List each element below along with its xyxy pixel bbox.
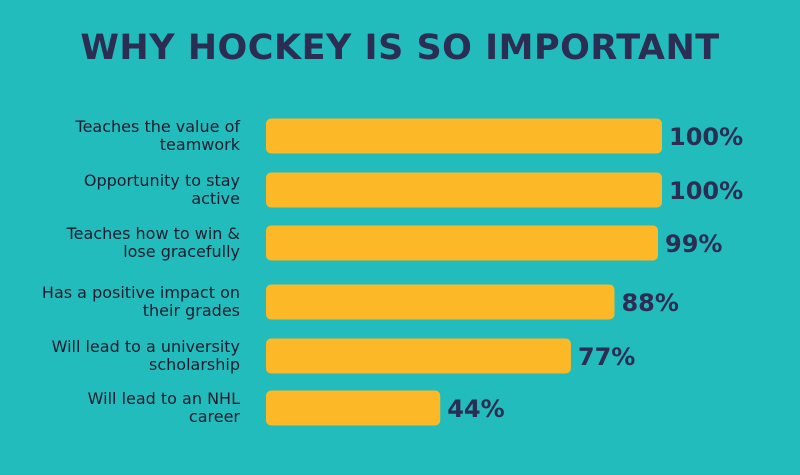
category-label-1-line-0: Opportunity to stay — [84, 171, 240, 190]
value-label-0: 100% — [669, 123, 743, 151]
value-label-2: 99% — [665, 230, 722, 258]
bar-1 — [266, 172, 662, 208]
category-label-4-line-1: scholarship — [149, 355, 240, 374]
category-label-0-line-1: teamwork — [160, 135, 241, 154]
category-label-5-line-1: career — [189, 407, 241, 426]
category-label-2-line-1: lose gracefully — [123, 242, 240, 261]
value-label-5: 44% — [447, 395, 504, 423]
value-label-3: 88% — [621, 289, 678, 317]
bar-0 — [266, 118, 662, 154]
value-label-4: 77% — [578, 343, 635, 371]
bar-3 — [266, 284, 615, 320]
category-label-0-line-0: Teaches the value of — [75, 117, 241, 136]
category-label-4-line-0: Will lead to a university — [52, 337, 240, 356]
category-label-5-line-0: Will lead to an NHL — [88, 389, 240, 408]
bar-5 — [266, 390, 441, 426]
category-label-3-line-1: their grades — [143, 301, 240, 320]
category-label-2-line-0: Teaches how to win & — [66, 224, 240, 243]
bar-4 — [266, 338, 571, 374]
category-label-1-line-1: active — [191, 189, 240, 208]
chart-title: WHY HOCKEY IS SO IMPORTANT — [80, 28, 720, 68]
value-label-1: 100% — [669, 177, 743, 205]
category-label-3-line-0: Has a positive impact on — [42, 283, 240, 302]
bar-2 — [266, 225, 659, 261]
